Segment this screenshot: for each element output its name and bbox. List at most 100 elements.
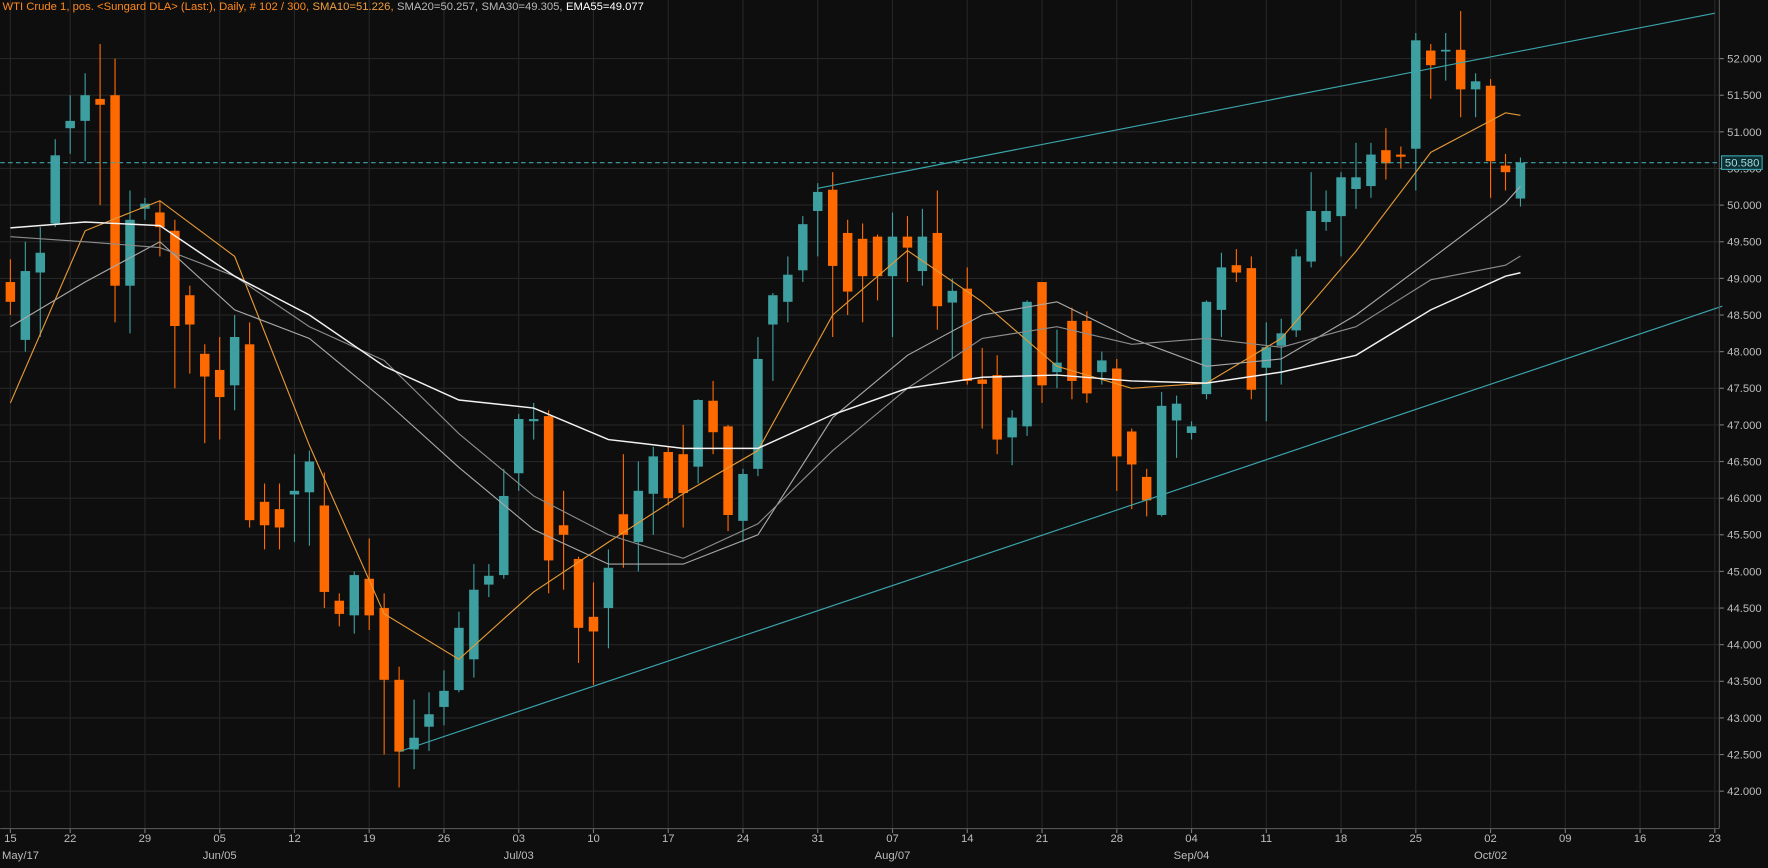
candle-body [992,375,1002,440]
candle-body [1306,210,1316,262]
x-month-label: Oct/02 [1474,850,1507,862]
y-tick-label: 49.000 [1727,273,1761,285]
candle-body [289,490,300,495]
candle-body [170,230,180,326]
x-tick-label: 19 [363,833,376,845]
candle-body [274,509,285,528]
candle-body [1336,177,1346,217]
candle-body [1201,301,1212,395]
x-tick-label: 10 [587,833,600,845]
candle-body [827,189,838,266]
candle-body [349,575,359,616]
moving-average-line [10,221,1521,450]
candle-body [633,490,644,543]
candle-body [962,288,972,381]
candle-body [259,501,270,526]
moving-average-line [9,112,1521,661]
candle-body [20,271,31,340]
candle-body [155,212,165,228]
candle-body [364,578,374,616]
candle-body [678,454,688,494]
x-tick-label: 15 [4,833,17,845]
candle-body [753,358,763,469]
legend-entry: SMA20=50.257, [397,1,478,13]
x-tick-label: 12 [288,833,301,845]
x-month-label: Aug/07 [875,850,911,862]
x-tick-label: 04 [1185,833,1198,845]
candle-body [110,95,120,286]
chart-header: WTI Crude 1, pos. <Sungard DLA> (Last:),… [2,1,643,13]
candle-body [1426,50,1436,66]
candle-body [394,679,404,752]
candle-body [1381,150,1391,164]
candle-body [603,567,614,609]
y-tick-label: 50.000 [1727,200,1761,212]
x-month-label: May/17 [2,850,39,862]
candle-body [768,295,778,325]
candle-body [1485,85,1496,162]
candle-body [693,399,703,467]
x-tick-label: 14 [961,833,974,845]
candle-body [588,616,599,632]
x-tick-label: 26 [438,833,451,845]
y-tick-label: 44.500 [1727,603,1761,615]
y-tick-label: 46.500 [1727,456,1761,468]
x-tick-label: 31 [811,833,824,845]
candle-body [319,505,330,592]
candle-body [1261,347,1272,368]
price-label-box [1721,155,1763,170]
legend-entry: EMA55=49.077 [566,1,644,13]
candle-body [379,608,389,680]
candle-body [200,353,210,377]
x-tick-label: 16 [1634,833,1647,845]
candle-body [1141,476,1152,501]
y-tick-label: 42.500 [1727,750,1761,762]
candle-body [558,525,569,535]
y-tick-label: 43.500 [1727,676,1761,688]
candle-body [573,558,584,628]
y-tick-label: 44.000 [1727,640,1761,652]
candle-body [1440,49,1451,52]
x-month-label: Jul/03 [504,850,534,862]
candle-body [932,232,943,307]
candle-body [1156,405,1167,516]
x-tick-label: 21 [1036,833,1049,845]
y-tick-label: 45.000 [1727,566,1761,578]
candle-body [1500,165,1511,173]
y-tick-label: 48.000 [1727,347,1761,359]
candle-body [1351,177,1361,190]
candle-body [1112,368,1122,457]
candle-body [723,426,733,516]
y-tick-label: 49.500 [1727,237,1761,249]
legend-entry: SMA30=49.305, [481,1,562,13]
x-tick-label: 05 [213,833,226,845]
candle-body [1037,282,1047,386]
candle-body [1455,49,1466,90]
candle-body [229,336,240,386]
candle-body [65,120,75,129]
y-tick-label: 47.000 [1727,420,1761,432]
title: WTI Crude 1, pos. <Sungard DLA> (Last:),… [2,1,309,13]
candle-body [1082,320,1092,394]
candle-body [1097,360,1107,373]
candle-body [424,714,434,727]
x-tick-label: 18 [1335,833,1348,845]
y-tick-label: 42.000 [1727,786,1761,798]
candle-body [618,514,629,535]
candle-body [185,295,195,325]
x-month-label: Jun/05 [203,850,237,862]
candle-body [244,344,255,521]
moving-average-line [10,236,1521,559]
candle-body [1276,333,1286,346]
candle-body [872,236,883,277]
candle-body [469,589,479,660]
candle-body [1246,268,1257,390]
x-tick-label: 17 [662,833,675,845]
y-tick-label: 45.500 [1727,530,1761,542]
candle-body [1216,267,1227,310]
trend-line [398,305,1723,753]
candle-body [5,282,16,302]
candle-body [1186,426,1197,433]
